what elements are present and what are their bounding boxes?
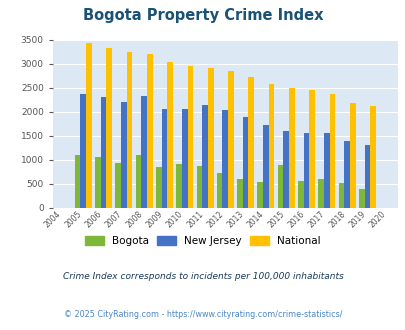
Bar <box>95 157 100 208</box>
Bar <box>364 145 369 208</box>
Bar <box>262 125 268 208</box>
Bar <box>329 94 335 208</box>
Bar <box>100 97 106 208</box>
Bar <box>277 165 283 208</box>
Bar <box>338 183 343 208</box>
Bar <box>75 155 80 208</box>
Bar <box>242 116 248 208</box>
Bar <box>187 66 193 208</box>
Bar <box>141 96 147 208</box>
Bar <box>202 105 207 208</box>
Bar <box>147 54 152 208</box>
Bar <box>228 71 233 208</box>
Bar <box>237 179 242 208</box>
Bar <box>323 133 329 208</box>
Bar <box>207 68 213 208</box>
Legend: Bogota, New Jersey, National: Bogota, New Jersey, National <box>85 236 320 246</box>
Bar <box>135 155 141 208</box>
Bar <box>126 51 132 208</box>
Bar <box>318 179 323 208</box>
Bar <box>167 62 173 208</box>
Bar <box>303 133 309 208</box>
Bar <box>196 166 202 208</box>
Bar <box>257 182 262 208</box>
Bar <box>115 163 121 208</box>
Bar <box>358 189 364 208</box>
Bar <box>222 110 228 208</box>
Bar <box>216 173 222 208</box>
Bar <box>176 164 181 208</box>
Bar <box>297 181 303 208</box>
Bar <box>181 109 187 208</box>
Bar <box>283 131 288 208</box>
Bar <box>121 102 126 208</box>
Bar <box>349 103 355 208</box>
Bar <box>248 77 254 208</box>
Bar <box>268 84 274 208</box>
Bar <box>80 94 86 208</box>
Bar <box>106 48 112 208</box>
Bar <box>156 167 161 208</box>
Text: Bogota Property Crime Index: Bogota Property Crime Index <box>83 8 322 23</box>
Text: Crime Index corresponds to incidents per 100,000 inhabitants: Crime Index corresponds to incidents per… <box>62 272 343 281</box>
Bar <box>343 141 349 208</box>
Bar <box>309 90 314 208</box>
Bar <box>288 88 294 208</box>
Bar <box>369 107 375 208</box>
Bar <box>86 44 92 208</box>
Bar <box>161 109 167 208</box>
Text: © 2025 CityRating.com - https://www.cityrating.com/crime-statistics/: © 2025 CityRating.com - https://www.city… <box>64 310 341 319</box>
